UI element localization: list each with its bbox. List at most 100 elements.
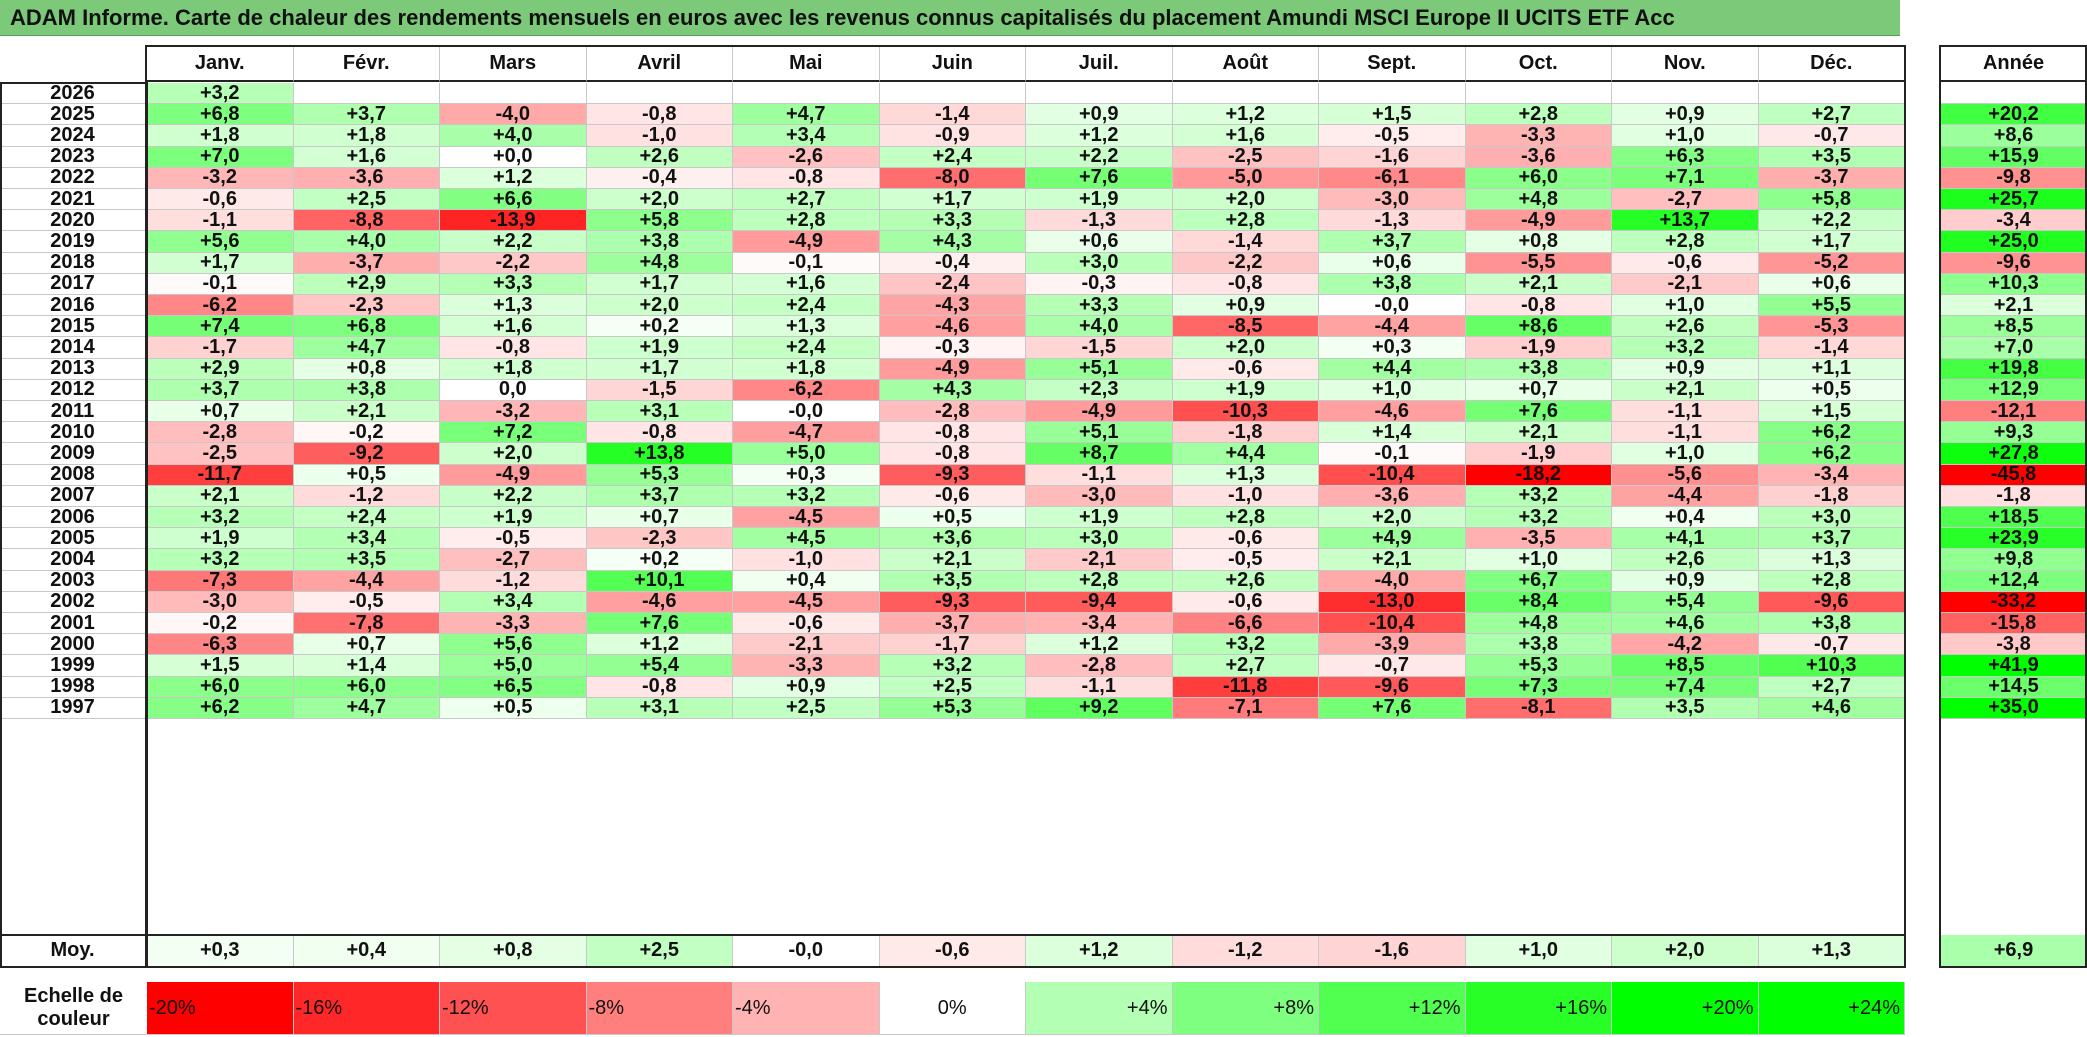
scale-step-1: -20% [147,982,294,1035]
cell-2005-10: -3,5 [1465,528,1612,550]
cell-2021-6: +1,7 [879,189,1026,211]
annual-2009: +27,8 [1941,443,2087,465]
row-label-2007: 2007 [0,485,147,507]
cell-2022-2: -3,6 [293,167,440,189]
annual-2023: +15,9 [1941,146,2087,168]
scale-step-10: +16% [1465,982,1612,1035]
cell-2026-2 [293,83,440,105]
cell-1999-7: -2,8 [1026,655,1173,677]
cell-2024-5: +3,4 [733,125,880,147]
cell-2014-8: +2,0 [1172,337,1319,359]
cell-2016-4: +2,0 [586,295,733,317]
cell-1998-5: +0,9 [733,676,880,698]
cell-2001-8: -6,6 [1172,613,1319,635]
cell-2010-3: +7,2 [440,422,587,444]
cell-2001-10: +4,8 [1465,613,1612,635]
cell-2024-9: -0,5 [1319,125,1466,147]
cell-2026-7 [1026,83,1173,105]
row-label-2015: 2015 [0,316,147,338]
cell-2024-7: +1,2 [1026,125,1173,147]
cell-2025-4: -0,8 [586,104,733,126]
cell-2011-12: +1,5 [1758,401,1905,423]
cell-2009-8: +4,4 [1172,443,1319,465]
cell-2005-1: +1,9 [147,528,294,550]
row-label-1999: 1999 [0,655,147,677]
cell-2022-6: -8,0 [879,167,1026,189]
cell-2021-8: +2,0 [1172,189,1319,211]
cell-2024-8: +1,6 [1172,125,1319,147]
cell-1998-2: +6,0 [293,676,440,698]
cell-2002-4: -4,6 [586,591,733,613]
cell-2014-4: +1,9 [586,337,733,359]
annual-2020: -3,4 [1941,210,2087,232]
annual-2017: +10,3 [1941,273,2087,295]
cell-2000-2: +0,7 [293,634,440,656]
cell-1997-9: +7,6 [1319,697,1466,719]
cell-2001-2: -7,8 [293,613,440,635]
cell-1997-8: -7,1 [1172,697,1319,719]
cell-2015-8: -8,5 [1172,316,1319,338]
cell-2009-11: +1,0 [1612,443,1759,465]
cell-2005-2: +3,4 [293,528,440,550]
cell-2013-3: +1,8 [440,358,587,380]
cell-2000-1: -6,3 [147,634,294,656]
cell-2020-2: -8,8 [293,210,440,232]
average-3: +0,8 [440,935,587,967]
cell-2024-2: +1,8 [293,125,440,147]
cell-1999-6: +3,2 [879,655,1026,677]
cell-2020-9: -1,3 [1319,210,1466,232]
cell-1997-10: -8,1 [1465,697,1612,719]
cell-2023-8: -2,5 [1172,146,1319,168]
cell-2015-4: +0,2 [586,316,733,338]
annual-2001: -15,8 [1941,613,2087,635]
cell-2010-5: -4,7 [733,422,880,444]
cell-2022-8: -5,0 [1172,167,1319,189]
cell-1999-12: +10,3 [1758,655,1905,677]
cell-2013-6: -4,9 [879,358,1026,380]
cell-2004-6: +2,1 [879,549,1026,571]
cell-2010-11: -1,1 [1612,422,1759,444]
annual-1999: +41,9 [1941,655,2087,677]
cell-2026-5 [733,83,880,105]
cell-2007-5: +3,2 [733,485,880,507]
cell-2005-6: +3,6 [879,528,1026,550]
cell-2010-9: +1,4 [1319,422,1466,444]
annual-2010: +9,3 [1941,422,2087,444]
annual-2015: +8,5 [1941,316,2087,338]
cell-2019-7: +0,6 [1026,231,1173,253]
cell-2003-2: -4,4 [293,570,440,592]
cell-2024-3: +4,0 [440,125,587,147]
cell-2024-12: -0,7 [1758,125,1905,147]
cell-2022-7: +7,6 [1026,167,1173,189]
cell-2018-7: +3,0 [1026,252,1173,274]
cell-2002-6: -9,3 [879,591,1026,613]
month-header-6: Juin [879,46,1026,82]
annual-2006: +18,5 [1941,507,2087,529]
cell-1998-8: -11,8 [1172,676,1319,698]
cell-2008-12: -3,4 [1758,464,1905,486]
row-label-2026: 2026 [0,83,147,105]
month-header-7: Juil. [1026,46,1173,82]
annual-2022: -9,8 [1941,167,2087,189]
cell-2026-8 [1172,83,1319,105]
cell-2012-2: +3,8 [293,379,440,401]
cell-2001-12: +3,8 [1758,613,1905,635]
cell-2015-1: +7,4 [147,316,294,338]
cell-2016-9: -0,0 [1319,295,1466,317]
annual-2003: +12,4 [1941,570,2087,592]
row-label-2016: 2016 [0,295,147,317]
cell-2007-3: +2,2 [440,485,587,507]
cell-2005-3: -0,5 [440,528,587,550]
cell-2000-9: -3,9 [1319,634,1466,656]
cell-2020-1: -1,1 [147,210,294,232]
month-header-2: Févr. [293,46,440,82]
cell-2012-11: +2,1 [1612,379,1759,401]
cell-2008-9: -10,4 [1319,464,1466,486]
annual-2019: +25,0 [1941,231,2087,253]
cell-2019-6: +4,3 [879,231,1026,253]
cell-2023-5: -2,6 [733,146,880,168]
cell-2019-9: +3,7 [1319,231,1466,253]
cell-1999-11: +8,5 [1612,655,1759,677]
average-7: +1,2 [1026,935,1173,967]
